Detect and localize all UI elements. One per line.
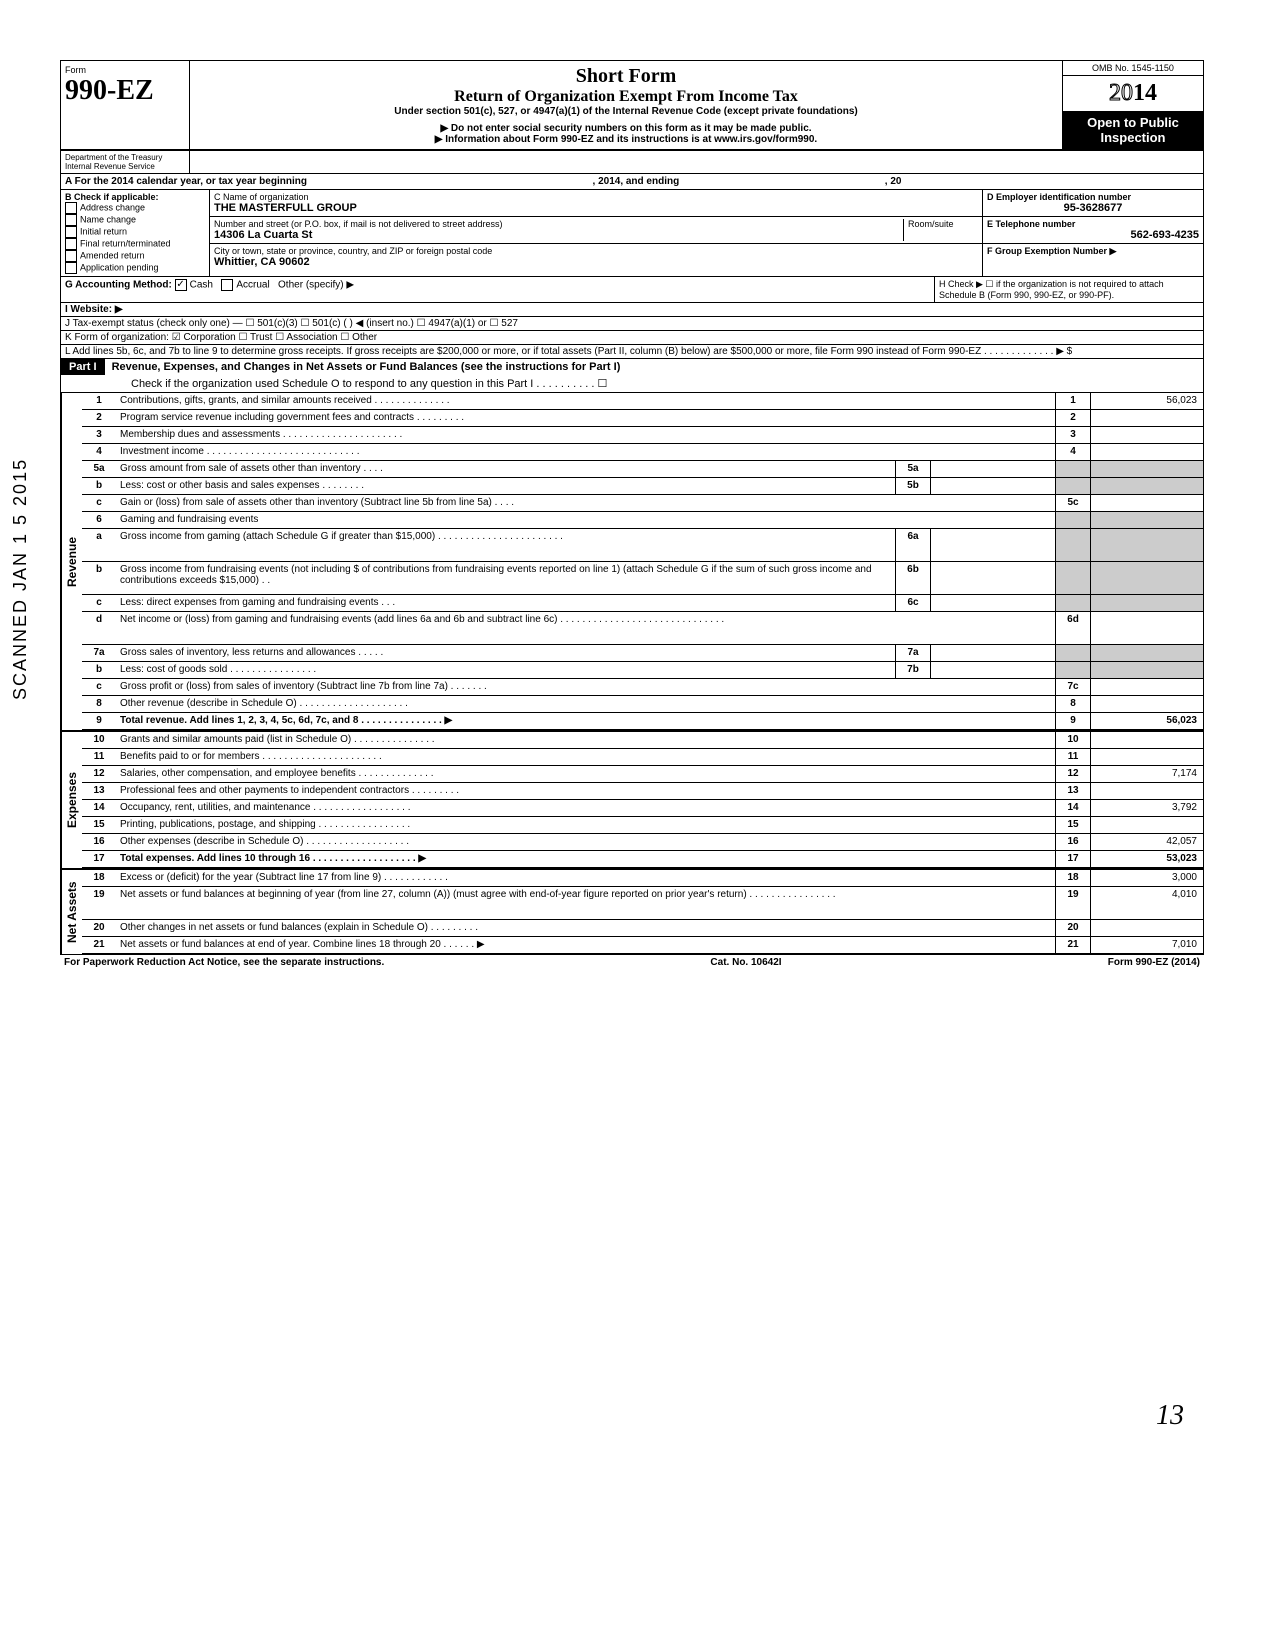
org-street: 14306 La Cuarta St	[214, 229, 903, 241]
checkbox-cash[interactable]	[175, 279, 187, 291]
g-cash: Cash	[190, 280, 213, 291]
checkbox-accrual[interactable]	[221, 279, 233, 291]
footer-form: Form 990-EZ (2014)	[1108, 957, 1200, 968]
b-initial: Initial return	[80, 226, 127, 236]
checkbox-amended[interactable]	[65, 250, 77, 262]
g-label: G Accounting Method:	[65, 280, 172, 291]
warn-info: ▶ Information about Form 990-EZ and its …	[198, 134, 1054, 145]
line-8: 8Other revenue (describe in Schedule O) …	[82, 696, 1203, 713]
line-d: dNet income or (loss) from gaming and fu…	[82, 612, 1203, 645]
b-name-change: Name change	[80, 214, 136, 224]
part1-label: Part I	[61, 359, 105, 375]
line-20: 20Other changes in net assets or fund ba…	[82, 920, 1203, 937]
b-address-change: Address change	[80, 202, 145, 212]
form-number: 990-EZ	[65, 75, 185, 107]
line-2: 2Program service revenue including gover…	[82, 410, 1203, 427]
line-5a: 5aGross amount from sale of assets other…	[82, 461, 1203, 478]
netassets-label: Net Assets	[61, 870, 82, 954]
checkbox-application-pending[interactable]	[65, 262, 77, 274]
line-21: 21Net assets or fund balances at end of …	[82, 937, 1203, 954]
open-public: Open to Public Inspection	[1063, 111, 1203, 149]
ein-value: 95-3628677	[987, 202, 1199, 214]
b-pending: Application pending	[80, 262, 159, 272]
line-10: 10Grants and similar amounts paid (list …	[82, 732, 1203, 749]
line-a-mid: , 2014, and ending	[593, 176, 680, 187]
line-17: 17Total expenses. Add lines 10 through 1…	[82, 851, 1203, 868]
line-a-label: A For the 2014 calendar year, or tax yea…	[65, 176, 307, 187]
line-3: 3Membership dues and assessments . . . .…	[82, 427, 1203, 444]
warn-ssn: ▶ Do not enter social security numbers o…	[198, 123, 1054, 134]
line-c: cGain or (loss) from sale of assets othe…	[82, 495, 1203, 512]
title-short-form: Short Form	[198, 65, 1054, 88]
line-c: cGross profit or (loss) from sales of in…	[82, 679, 1203, 696]
checkbox-name-change[interactable]	[65, 214, 77, 226]
part1-desc: Revenue, Expenses, and Changes in Net As…	[108, 359, 625, 375]
line-7a: 7aGross sales of inventory, less returns…	[82, 645, 1203, 662]
phone-value: 562-693-4235	[987, 229, 1199, 241]
title-return: Return of Organization Exempt From Incom…	[198, 88, 1054, 106]
footer-catno: Cat. No. 10642I	[710, 957, 781, 968]
line-15: 15Printing, publications, postage, and s…	[82, 817, 1203, 834]
title-section: Under section 501(c), 527, or 4947(a)(1)…	[198, 106, 1054, 117]
line-18: 18Excess or (deficit) for the year (Subt…	[82, 870, 1203, 887]
c-label: C Name of organization	[214, 192, 978, 202]
line-b: bGross income from fundraising events (n…	[82, 562, 1203, 595]
line-b: bLess: cost of goods sold . . . . . . . …	[82, 662, 1203, 679]
f-label: F Group Exemption Number ▶	[987, 246, 1199, 257]
b-label: B Check if applicable:	[65, 192, 205, 202]
i-website: I Website: ▶	[65, 304, 123, 315]
l-gross-receipts: L Add lines 5b, 6c, and 7b to line 9 to …	[65, 346, 1072, 357]
h-label: H Check ▶ ☐ if the organization is not r…	[934, 277, 1203, 302]
line-c: cLess: direct expenses from gaming and f…	[82, 595, 1203, 612]
scanned-stamp: SCANNED JAN 1 5 2015	[10, 458, 31, 700]
omb-number: OMB No. 1545-1150	[1063, 61, 1203, 76]
b-final: Final return/terminated	[80, 238, 171, 248]
line-9: 9Total revenue. Add lines 1, 2, 3, 4, 5c…	[82, 713, 1203, 730]
d-label: D Employer identification number	[987, 192, 1199, 202]
g-accrual: Accrual	[236, 280, 269, 291]
line-6: 6Gaming and fundraising events	[82, 512, 1203, 529]
checkbox-address-change[interactable]	[65, 202, 77, 214]
footer-paperwork: For Paperwork Reduction Act Notice, see …	[64, 957, 384, 968]
org-city: Whittier, CA 90602	[214, 256, 978, 268]
revenue-label: Revenue	[61, 393, 82, 730]
e-label: E Telephone number	[987, 219, 1199, 229]
form-prefix: Form	[65, 65, 185, 75]
line-1: 1Contributions, gifts, grants, and simil…	[82, 393, 1203, 410]
dept-treasury: Department of the Treasury	[65, 153, 185, 162]
c-city-label: City or town, state or province, country…	[214, 246, 978, 256]
line-16: 16Other expenses (describe in Schedule O…	[82, 834, 1203, 851]
j-tax-status: J Tax-exempt status (check only one) — ☐…	[65, 318, 518, 329]
line-a: aGross income from gaming (attach Schedu…	[82, 529, 1203, 562]
tax-year: 2014	[1063, 76, 1203, 111]
part1-check: Check if the organization used Schedule …	[61, 375, 1203, 392]
checkbox-initial-return[interactable]	[65, 226, 77, 238]
b-amended: Amended return	[80, 250, 145, 260]
dept-irs: Internal Revenue Service	[65, 162, 185, 171]
line-12: 12Salaries, other compensation, and empl…	[82, 766, 1203, 783]
page-number: 13	[1156, 1400, 1184, 1432]
c-addr-label: Number and street (or P.O. box, if mail …	[214, 219, 903, 229]
room-suite-label: Room/suite	[903, 219, 978, 241]
line-4: 4Investment income . . . . . . . . . . .…	[82, 444, 1203, 461]
checkbox-final-return[interactable]	[65, 238, 77, 250]
line-b: bLess: cost or other basis and sales exp…	[82, 478, 1203, 495]
line-19: 19Net assets or fund balances at beginni…	[82, 887, 1203, 920]
line-a-end: , 20	[885, 176, 902, 187]
g-other: Other (specify) ▶	[278, 280, 354, 291]
line-11: 11Benefits paid to or for members . . . …	[82, 749, 1203, 766]
k-form-org: K Form of organization: ☑ Corporation ☐ …	[65, 332, 377, 343]
expenses-label: Expenses	[61, 732, 82, 868]
org-name: THE MASTERFULL GROUP	[214, 202, 978, 214]
line-14: 14Occupancy, rent, utilities, and mainte…	[82, 800, 1203, 817]
line-13: 13Professional fees and other payments t…	[82, 783, 1203, 800]
form-990ez: Form 990-EZ Short Form Return of Organiz…	[60, 60, 1204, 955]
